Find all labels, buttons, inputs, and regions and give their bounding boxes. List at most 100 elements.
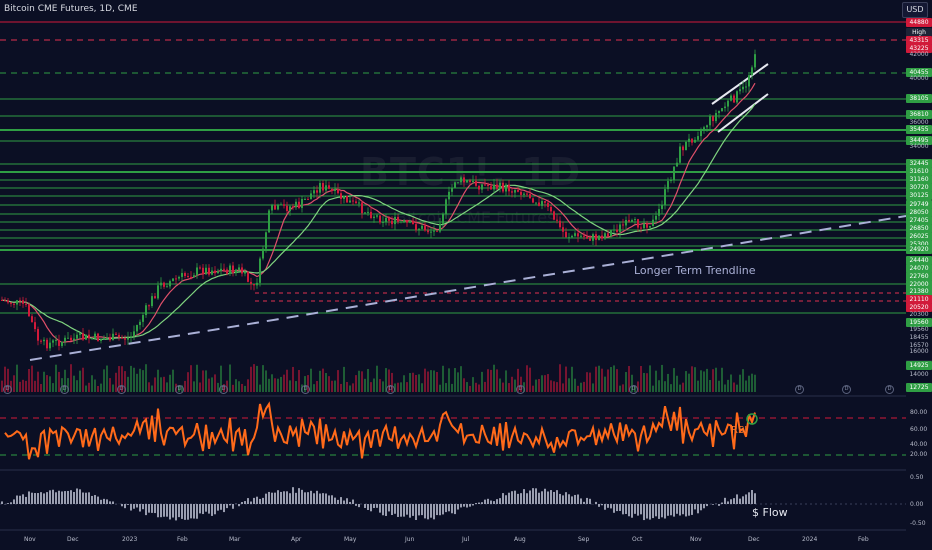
flow-bar — [436, 504, 438, 516]
candle-body — [112, 333, 114, 341]
volume-bar — [610, 366, 612, 392]
candle-body — [541, 201, 543, 206]
volume-bar — [247, 379, 249, 392]
event-marker[interactable]: D — [516, 385, 525, 394]
flow-bar — [85, 492, 87, 504]
volume-bar — [727, 379, 729, 392]
candle-body — [307, 198, 309, 200]
price-label: 31610 — [906, 167, 932, 176]
flow-bar — [568, 494, 570, 504]
candle-body — [178, 276, 180, 279]
candle-body — [547, 202, 549, 207]
volume-bar — [103, 369, 105, 392]
candle-body — [298, 201, 300, 208]
event-marker[interactable]: D — [795, 385, 804, 394]
volume-bar — [127, 376, 129, 392]
candle-body — [646, 223, 648, 228]
volume-bar — [145, 364, 147, 392]
event-marker[interactable]: D — [386, 385, 395, 394]
flow-bar — [490, 500, 492, 504]
candle-body — [640, 227, 642, 229]
event-marker[interactable]: D — [219, 385, 228, 394]
flow-bar — [355, 504, 357, 506]
flow-bar — [169, 504, 171, 520]
price-label: 43225 — [906, 44, 932, 53]
volume-bar — [631, 374, 633, 392]
candle-body — [691, 138, 693, 143]
main-chart[interactable] — [0, 0, 906, 550]
candle-body — [394, 216, 396, 225]
candle-body — [82, 333, 84, 340]
candle-body — [679, 146, 681, 163]
candle-body — [166, 286, 168, 288]
candle-body — [511, 191, 513, 193]
candle-body — [94, 333, 96, 338]
flow-bar — [340, 497, 342, 504]
candle-body — [433, 230, 435, 232]
event-marker[interactable]: D — [117, 385, 126, 394]
candle-body — [529, 194, 531, 199]
price-label: 22000 — [906, 280, 932, 289]
volume-bar — [433, 370, 435, 392]
candle-body — [271, 205, 273, 211]
candle-body — [175, 278, 177, 280]
volume-bar — [349, 385, 351, 392]
candle-body — [445, 199, 447, 215]
event-marker[interactable]: D — [885, 385, 894, 394]
flow-bar — [529, 490, 531, 504]
candle-body — [397, 216, 399, 222]
volume-bar — [43, 371, 45, 392]
volume-bar — [601, 368, 603, 392]
volume-bar — [220, 365, 222, 392]
candle-body — [226, 269, 228, 274]
candle-body — [724, 106, 726, 109]
event-marker[interactable]: D — [629, 385, 638, 394]
event-marker[interactable]: D — [301, 385, 310, 394]
volume-bar — [361, 371, 363, 392]
flow-bar — [208, 504, 210, 514]
volume-bar — [133, 367, 135, 392]
volume-bar — [259, 384, 261, 392]
flow-bar — [88, 492, 90, 504]
volume-bar — [466, 382, 468, 392]
event-marker[interactable]: D — [60, 385, 69, 394]
candle-body — [364, 212, 366, 214]
flow-bar — [499, 498, 501, 504]
time-axis-label: Jul — [462, 536, 470, 543]
flow-bar — [655, 504, 657, 517]
flow-bar — [22, 494, 24, 504]
candle-body — [331, 188, 333, 192]
candle-body — [520, 191, 522, 195]
price-scale[interactable]: 44880 High 43315 43225 42000 40455 40000 38105 3… — [906, 18, 932, 530]
volume-bar — [373, 378, 375, 392]
volume-bar — [283, 374, 285, 392]
volume-bar — [40, 384, 42, 392]
flow-bar — [550, 490, 552, 504]
flow-bar — [205, 504, 207, 512]
flow-bar — [289, 493, 291, 504]
candle-body — [337, 189, 339, 194]
candle-body — [163, 282, 165, 287]
flow-bar — [424, 504, 426, 519]
event-marker[interactable]: D — [175, 385, 184, 394]
candle-body — [586, 236, 588, 239]
volume-bar — [553, 381, 555, 392]
volume-bar — [16, 364, 18, 392]
flow-bar — [304, 492, 306, 504]
event-marker[interactable]: D — [3, 385, 12, 394]
candle-body — [1, 300, 3, 301]
volume-bar — [445, 383, 447, 392]
currency-button[interactable]: USD — [902, 2, 928, 18]
flow-bar — [649, 504, 651, 520]
volume-bar — [70, 364, 72, 392]
candle-body — [373, 216, 375, 219]
candle-body — [52, 340, 54, 343]
flow-bar — [55, 492, 57, 504]
volume-bar — [574, 378, 576, 392]
flow-bar — [247, 498, 249, 504]
volume-bar — [379, 379, 381, 392]
flow-bar — [358, 504, 360, 508]
event-marker[interactable]: D — [842, 385, 851, 394]
volume-bar — [346, 381, 348, 392]
volume-bar — [448, 368, 450, 392]
